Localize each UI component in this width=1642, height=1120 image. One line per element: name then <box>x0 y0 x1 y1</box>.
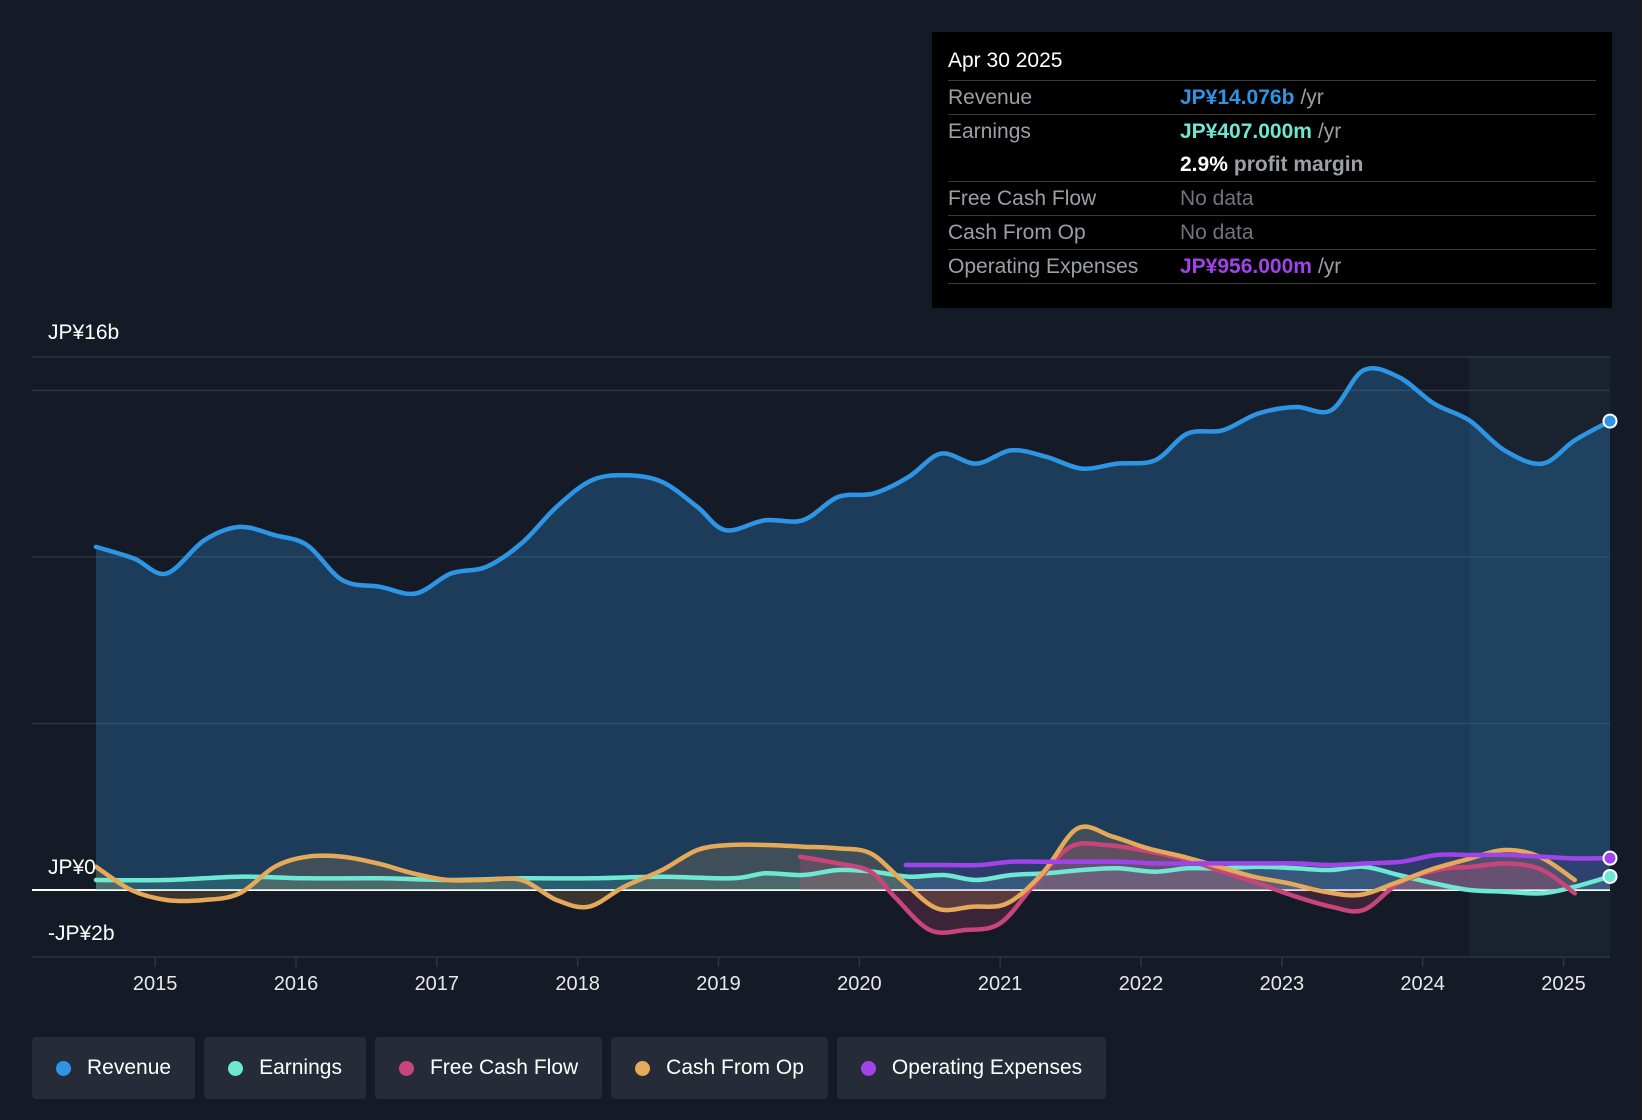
x-tick-label: 2022 <box>1119 973 1164 995</box>
x-tick-label: 2025 <box>1541 973 1586 995</box>
legend-item-operating-expenses[interactable]: Operating Expenses <box>836 1037 1107 1099</box>
endpoint-operating-expenses <box>1602 850 1618 866</box>
tooltip-value: JP¥956.000m <box>1180 254 1312 278</box>
tooltip-unit: /yr <box>1300 85 1324 109</box>
x-tick-label: 2015 <box>133 973 178 995</box>
tooltip-label: Revenue <box>948 85 1033 109</box>
legend-item-earnings[interactable]: Earnings <box>204 1037 366 1099</box>
legend-dot-icon <box>228 1060 244 1076</box>
endpoint-revenue <box>1602 413 1618 429</box>
y-label-top: JP¥16b <box>48 321 119 344</box>
tooltip-date: Apr 30 2025 <box>948 49 1063 72</box>
tooltip-row-revenue: Revenue JP¥14.076b /yr <box>948 80 1596 114</box>
tooltip-unit: profit margin <box>1233 152 1364 176</box>
legend-label: Cash From Op <box>666 1056 804 1079</box>
x-tick-label: 2018 <box>555 973 600 995</box>
x-tick-label: 2019 <box>696 973 741 995</box>
series-line-revenue <box>93 365 1613 597</box>
tooltip-unit: /yr <box>1317 254 1342 278</box>
x-tick-label: 2020 <box>837 973 882 995</box>
series-line-cash-from-op <box>93 824 1578 913</box>
legend-dot-icon <box>860 1060 876 1076</box>
tooltip-row-operating-expenses: Operating Expenses JP¥956.000m /yr <box>948 249 1596 284</box>
series-endpoints <box>1602 413 1618 884</box>
legend-item-free-cash-flow[interactable]: Free Cash Flow <box>374 1037 603 1099</box>
tooltip-value: No data <box>1180 186 1254 210</box>
tooltip-value: JP¥14.076b <box>1180 85 1295 109</box>
tooltip-row-cash-from-op: Cash From Op No data <box>948 215 1596 249</box>
series-area-revenue <box>96 368 1610 890</box>
tooltip-panel: Apr 30 2025 Revenue JP¥14.076b /yr Earni… <box>932 32 1612 308</box>
x-tick-label: 2016 <box>274 973 319 995</box>
x-tick-label: 2017 <box>415 973 460 995</box>
endpoint-earnings <box>1602 868 1618 884</box>
legend-label: Operating Expenses <box>891 1056 1083 1079</box>
tooltip-unit: /yr <box>1317 119 1342 143</box>
series-area-free-cash-flow <box>800 843 1575 933</box>
legend-label: Free Cash Flow <box>429 1056 579 1079</box>
tooltip-row-profit-margin: 2.9% profit margin <box>948 148 1596 181</box>
series-lines <box>93 365 1613 935</box>
tooltip-label: Operating Expenses <box>948 254 1139 278</box>
x-tick-label: 2021 <box>978 973 1023 995</box>
legend-item-cash-from-op[interactable]: Cash From Op <box>611 1037 828 1099</box>
y-label-bottom: -JP¥2b <box>48 922 115 945</box>
gridlines <box>32 356 1610 958</box>
y-label-zero: JP¥0 <box>48 856 96 879</box>
legend-item-revenue[interactable]: Revenue <box>32 1037 196 1099</box>
tooltip-label: Free Cash Flow <box>948 186 1097 210</box>
tooltip-row-earnings: Earnings JP¥407.000m /yr <box>948 114 1596 148</box>
legend-dot-icon <box>56 1060 71 1076</box>
tooltip-value: JP¥407.000m <box>1180 119 1312 143</box>
y-axis: JP¥16b JP¥0 -JP¥2b <box>48 321 119 945</box>
legend: Revenue Earnings Free Cash Flow Cash Fro… <box>32 1037 1107 1099</box>
tooltip-label: Earnings <box>948 119 1031 143</box>
tooltip-value: 2.9% <box>1180 152 1228 176</box>
tooltip-value: No data <box>1180 220 1254 244</box>
legend-label: Revenue <box>87 1056 172 1079</box>
legend-dot-icon <box>635 1060 651 1076</box>
x-axis: 2015 2016 2017 2018 2019 2020 2021 2022 2023 2024… <box>133 957 1586 995</box>
series-line-operating-expenses <box>903 852 1613 868</box>
tooltip-row-free-cash-flow: Free Cash Flow No data <box>948 181 1596 215</box>
legend-dot-icon <box>398 1060 414 1076</box>
tooltip-label: Cash From Op <box>948 220 1086 244</box>
x-tick-label: 2024 <box>1400 973 1445 995</box>
legend-label: Earnings <box>259 1056 342 1079</box>
x-tick-label: 2023 <box>1260 973 1305 995</box>
chart-svg: JP¥16b JP¥0 -JP¥2b 2015 2016 2017 2018 2019 2… <box>32 321 1618 995</box>
